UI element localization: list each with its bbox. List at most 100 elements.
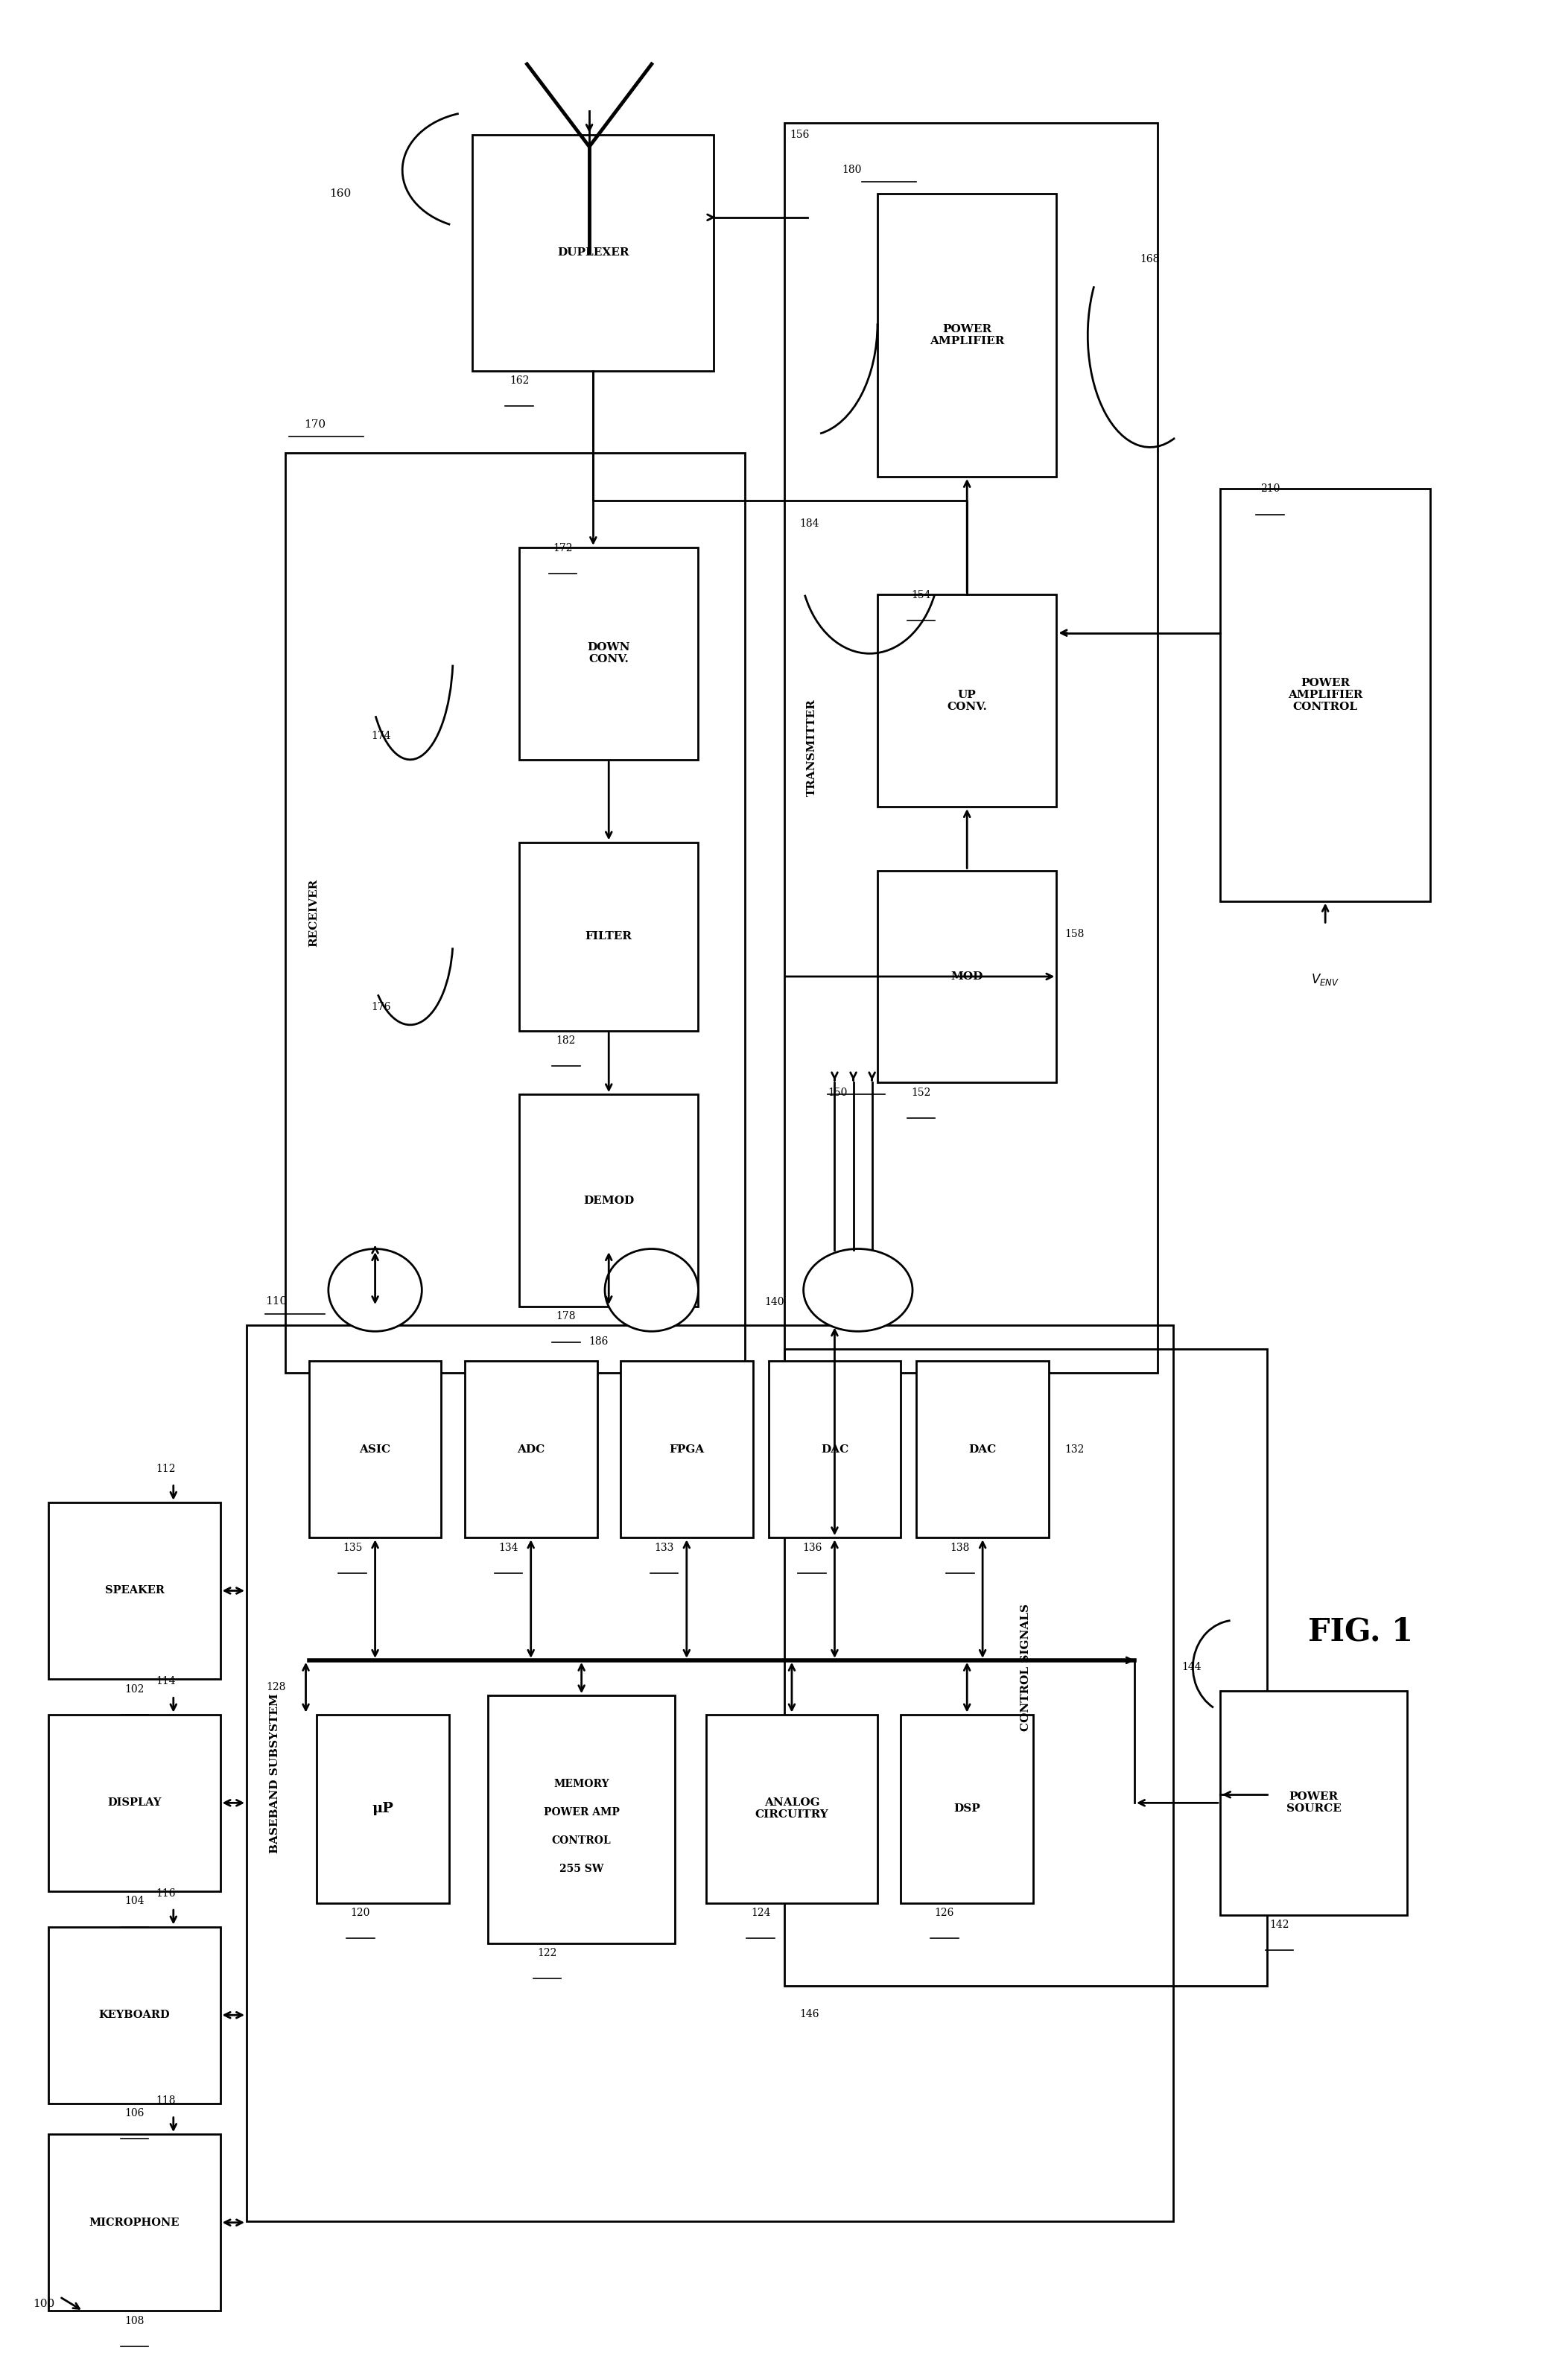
Bar (309, 1362, 441, 1537)
Text: 180: 180 (842, 163, 862, 175)
Text: 176: 176 (372, 1002, 390, 1014)
Text: TRANSMITTER: TRANSMITTER (808, 699, 817, 796)
Bar (49, 2134, 220, 2311)
Text: DEMOD: DEMOD (583, 1196, 633, 1205)
Text: 133: 133 (654, 1542, 674, 1553)
Ellipse shape (803, 1248, 913, 1331)
Text: 182: 182 (557, 1035, 575, 1047)
Text: 150: 150 (828, 1087, 847, 1099)
Text: 118: 118 (155, 2096, 176, 2105)
Bar (878, 594, 1057, 807)
Bar (1220, 1691, 1406, 1916)
Text: ADC: ADC (517, 1444, 544, 1454)
Text: DISPLAY: DISPLAY (108, 1797, 162, 1809)
Bar (784, 1350, 1267, 1987)
Text: 170: 170 (304, 419, 326, 429)
Text: 172: 172 (554, 542, 572, 554)
Text: 100: 100 (33, 2299, 55, 2309)
Text: 140: 140 (765, 1298, 784, 1307)
Text: 255 SW: 255 SW (560, 1864, 604, 1873)
Text: 178: 178 (557, 1312, 575, 1321)
Text: 102: 102 (124, 1684, 144, 1693)
Ellipse shape (328, 1248, 422, 1331)
Text: 136: 136 (803, 1542, 822, 1553)
Bar (902, 1714, 1033, 1904)
Text: 120: 120 (351, 1909, 370, 1918)
Bar (519, 1094, 698, 1307)
Text: UP
CONV.: UP CONV. (947, 689, 988, 713)
Text: 152: 152 (911, 1087, 931, 1099)
Text: 154: 154 (911, 590, 931, 601)
Bar (768, 1362, 902, 1537)
Text: $V_{ENV}$: $V_{ENV}$ (1311, 971, 1339, 987)
Text: 146: 146 (800, 2008, 820, 2020)
Bar (317, 1714, 448, 1904)
Text: KEYBOARD: KEYBOARD (99, 2010, 169, 2020)
Text: 132: 132 (1065, 1444, 1083, 1454)
Text: CONTROL SIGNALS: CONTROL SIGNALS (1021, 1603, 1030, 1731)
Text: DAC: DAC (969, 1444, 997, 1454)
Text: DUPLEXER: DUPLEXER (557, 249, 629, 258)
Bar (621, 1362, 753, 1537)
Text: DOWN
CONV.: DOWN CONV. (588, 642, 630, 665)
Text: RECEIVER: RECEIVER (309, 879, 318, 947)
Text: POWER
AMPLIFIER
CONTROL: POWER AMPLIFIER CONTROL (1287, 677, 1363, 713)
Text: SPEAKER: SPEAKER (105, 1587, 165, 1596)
Text: 122: 122 (538, 1949, 557, 1958)
Text: POWER
AMPLIFIER: POWER AMPLIFIER (930, 324, 1005, 346)
Text: 124: 124 (751, 1909, 770, 1918)
Text: 114: 114 (155, 1677, 176, 1686)
Text: 112: 112 (155, 1463, 176, 1473)
Text: 142: 142 (1270, 1920, 1289, 1930)
Bar (285, 452, 745, 1373)
Text: MICROPHONE: MICROPHONE (89, 2216, 180, 2228)
Text: ASIC: ASIC (359, 1444, 390, 1454)
Text: ANALOG
CIRCUITRY: ANALOG CIRCUITRY (756, 1797, 828, 1821)
Text: 135: 135 (343, 1542, 362, 1553)
Text: 134: 134 (499, 1542, 517, 1553)
Text: 106: 106 (124, 2108, 144, 2119)
Text: 168: 168 (1140, 253, 1160, 265)
Bar (878, 871, 1057, 1082)
Text: DSP: DSP (953, 1804, 980, 1814)
Text: 186: 186 (588, 1336, 608, 1347)
Text: 174: 174 (372, 732, 390, 741)
Text: 108: 108 (124, 2316, 144, 2325)
Text: 156: 156 (790, 130, 809, 140)
Text: 128: 128 (267, 1681, 285, 1693)
Text: 158: 158 (1065, 928, 1083, 940)
Text: 210: 210 (1261, 483, 1279, 495)
Text: FIG. 1: FIG. 1 (1308, 1617, 1413, 1648)
Text: FILTER: FILTER (585, 931, 632, 942)
Text: DAC: DAC (820, 1444, 848, 1454)
Text: MOD: MOD (950, 971, 983, 983)
Text: POWER
SOURCE: POWER SOURCE (1286, 1793, 1341, 1814)
Text: 126: 126 (935, 1909, 955, 1918)
Text: 160: 160 (329, 189, 351, 199)
Bar (49, 1714, 220, 1892)
Text: BASEBAND SUBSYSTEM: BASEBAND SUBSYSTEM (270, 1693, 279, 1854)
Bar (49, 1501, 220, 1679)
Text: 144: 144 (1182, 1662, 1201, 1672)
Bar (706, 1714, 878, 1904)
Bar (519, 843, 698, 1030)
Ellipse shape (605, 1248, 698, 1331)
Bar (464, 1362, 597, 1537)
Bar (916, 1362, 1049, 1537)
Text: 116: 116 (155, 1887, 176, 1899)
Bar (488, 1695, 674, 1944)
Bar (1220, 488, 1430, 902)
Text: 110: 110 (265, 1295, 287, 1307)
Bar (49, 1928, 220, 2103)
Bar (519, 547, 698, 760)
Bar (472, 135, 713, 372)
Text: POWER AMP: POWER AMP (544, 1807, 619, 1819)
Text: 162: 162 (510, 374, 528, 386)
Text: μP: μP (372, 1802, 394, 1816)
Text: MEMORY: MEMORY (554, 1778, 610, 1790)
Text: FPGA: FPGA (670, 1444, 704, 1454)
Bar (878, 194, 1057, 476)
Text: 104: 104 (124, 1897, 144, 1906)
Bar (784, 123, 1157, 1373)
Text: 138: 138 (950, 1542, 971, 1553)
